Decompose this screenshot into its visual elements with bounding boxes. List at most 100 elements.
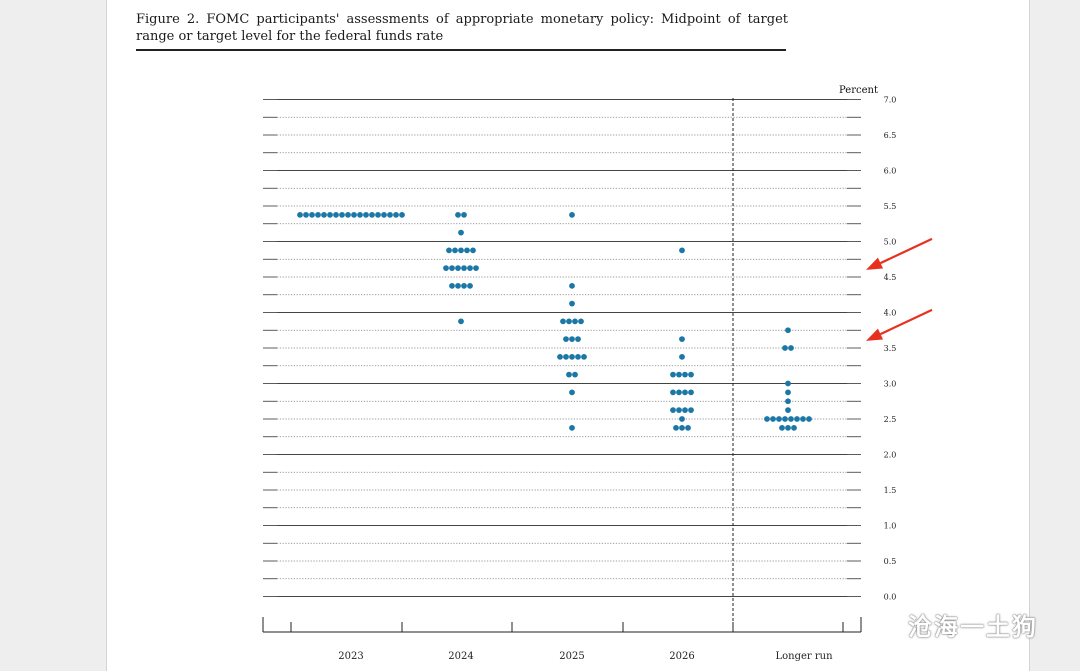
data-dot: [446, 247, 452, 254]
data-dot: [569, 300, 575, 307]
data-dot: [452, 247, 458, 254]
data-dot: [673, 424, 679, 431]
y-tick-label: 6.5: [884, 131, 897, 140]
data-dot: [375, 211, 381, 218]
data-dot: [800, 416, 806, 422]
data-dot: [449, 265, 455, 272]
data-dot: [670, 389, 676, 396]
watermark: 沧海一土狗: [864, 606, 1038, 642]
data-dot: [679, 424, 685, 431]
data-dot: [393, 211, 399, 218]
data-dot: [315, 211, 321, 218]
y-tick-label: 2.5: [884, 415, 897, 424]
data-dot: [581, 353, 587, 360]
data-dot: [788, 345, 794, 351]
data-dot: [297, 211, 303, 218]
data-dot: [560, 318, 566, 325]
data-dot: [333, 211, 339, 218]
y-tick-label: 7.0: [884, 96, 897, 105]
data-dot: [563, 353, 569, 360]
data-dot: [566, 318, 572, 325]
data-dot: [387, 211, 393, 218]
data-dot: [461, 282, 467, 289]
data-dot: [345, 211, 351, 218]
y-tick-label: 4.5: [884, 273, 897, 282]
data-dot: [776, 416, 782, 422]
data-dot: [575, 353, 581, 360]
y-tick-label: 5.0: [884, 238, 897, 247]
y-axis-label: Percent: [839, 85, 878, 96]
y-tick-label: 6.0: [884, 167, 897, 176]
x-tick-labels: 2023 2024 2025 2026 Longer run: [338, 651, 833, 662]
data-dot: [779, 424, 785, 431]
data-dot: [443, 265, 449, 272]
data-dot: [363, 211, 369, 218]
data-dot: [464, 247, 470, 254]
data-dot: [473, 265, 479, 272]
data-dot: [685, 424, 691, 431]
arrow-head: [866, 328, 884, 341]
arrow-shaft: [880, 308, 933, 336]
data-dot: [563, 336, 569, 343]
y-tick-labels: 0.0 0.5 1.0 1.5 2.0 2.5 3.0 3.5 4.0 4.5 5.0 5.5 6.0 6…: [884, 96, 897, 602]
data-dot: [455, 265, 461, 272]
data-dot: [785, 407, 791, 414]
data-dot: [303, 211, 309, 218]
data-dot: [455, 282, 461, 289]
data-dot: [458, 229, 464, 236]
y-tick-label: 3.0: [884, 380, 897, 389]
data-dot: [682, 389, 688, 396]
x-tick-label: 2024: [448, 651, 473, 662]
data-dot: [688, 371, 694, 378]
data-dot: [461, 211, 467, 218]
data-dot: [688, 389, 694, 396]
y-tick-label: 3.5: [884, 344, 897, 353]
x-tick-label: 2026: [669, 651, 694, 662]
y-tick-label: 2.0: [884, 451, 897, 460]
data-dot: [785, 380, 791, 387]
data-dot: [399, 211, 405, 218]
data-dot: [806, 416, 812, 422]
data-dot: [327, 211, 333, 218]
figure-title: Figure 2. FOMC participants' assessments…: [136, 12, 788, 44]
data-dot: [782, 416, 788, 422]
data-dot: [788, 416, 794, 422]
data-dot: [764, 416, 770, 422]
data-dot: [682, 407, 688, 414]
data-dot: [679, 353, 685, 360]
data-dot: [670, 407, 676, 414]
data-dot: [679, 416, 685, 422]
data-dot: [569, 353, 575, 360]
data-dot: [569, 336, 575, 343]
data-dot: [785, 398, 791, 405]
data-dot: [679, 247, 685, 254]
y-tick-label: 1.5: [884, 486, 897, 495]
data-dot: [566, 371, 572, 378]
data-dot: [455, 211, 461, 218]
y-tick-label: 1.0: [884, 522, 897, 531]
data-dot: [794, 416, 800, 422]
data-dot: [569, 424, 575, 431]
arrow-head: [866, 257, 884, 270]
data-dot: [381, 211, 387, 218]
data-dot: [791, 424, 797, 431]
data-dot: [470, 247, 476, 254]
data-dot: [688, 407, 694, 414]
arrow-shaft: [880, 237, 933, 265]
data-dot: [785, 327, 791, 334]
data-dot: [321, 211, 327, 218]
y-tick-label: 4.0: [884, 309, 897, 318]
x-tick-label: 2025: [559, 651, 584, 662]
y-tick-label: 5.5: [884, 202, 897, 211]
title-rule: [136, 49, 786, 51]
data-dot: [572, 371, 578, 378]
data-dot: [676, 407, 682, 414]
data-dot: [467, 265, 473, 272]
y-tick-label: 0.5: [884, 557, 897, 566]
x-axis: [262, 617, 862, 633]
data-dot: [467, 282, 473, 289]
data-dot: [782, 345, 788, 351]
data-dot: [449, 282, 455, 289]
y-tick-label: 0.0: [884, 593, 897, 602]
data-dot: [785, 424, 791, 431]
